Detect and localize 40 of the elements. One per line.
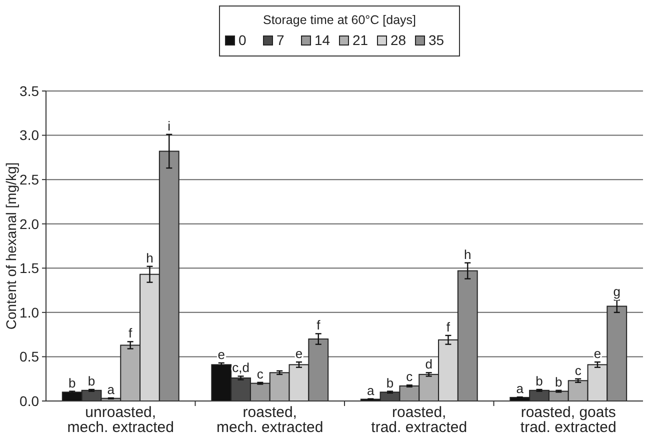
data-label: h	[464, 246, 472, 262]
legend-label: 0	[238, 32, 246, 48]
data-label: h	[146, 250, 154, 266]
y-axis-title: Content of hexanal [mg/kg]	[3, 162, 19, 330]
data-label: c	[256, 366, 264, 382]
y-tick-label: 2.0	[20, 216, 40, 232]
y-tick-label: 3.5	[20, 82, 40, 99]
data-label: g	[613, 284, 620, 300]
data-label: a	[516, 381, 524, 396]
legend-label: 7	[276, 32, 284, 48]
x-tick-label: roasted, mech. extracted	[216, 404, 324, 436]
x-tick-label: unroasted, mech. extracted	[67, 404, 174, 436]
legend-label: 21	[352, 32, 368, 48]
data-label: f	[128, 326, 133, 341]
data-label: i	[168, 118, 171, 134]
data-label: b	[386, 375, 394, 390]
legend-title: Storage time at 60°C [days]	[263, 13, 416, 27]
data-label: b	[536, 373, 543, 388]
data-label: c	[574, 362, 582, 378]
data-label: b	[88, 373, 96, 388]
y-tick-label: 0.5	[20, 348, 40, 365]
data-label: c,d	[232, 360, 250, 376]
legend-label: 35	[428, 32, 444, 48]
y-tick-label: 1.0	[20, 304, 40, 320]
data-label: b	[68, 375, 76, 390]
data-label: b	[555, 374, 562, 390]
x-tick-label: roasted, trad. extracted	[371, 404, 468, 436]
data-label: a	[107, 382, 116, 397]
data-label: d	[425, 356, 432, 372]
legend-label: 14	[314, 32, 330, 48]
legend-label: 28	[390, 32, 406, 48]
data-label: a	[367, 382, 375, 398]
y-tick-label: 0.0	[20, 392, 40, 409]
data-label: f	[446, 319, 450, 334]
data-label: f	[316, 318, 321, 333]
x-tick-label: roasted, goats trad. extracted	[520, 404, 616, 436]
y-tick-label: 3.0	[20, 127, 40, 144]
data-label: c	[406, 369, 414, 384]
y-tick-label: 2.5	[20, 171, 40, 188]
y-tick-label: 1.5	[20, 260, 40, 276]
